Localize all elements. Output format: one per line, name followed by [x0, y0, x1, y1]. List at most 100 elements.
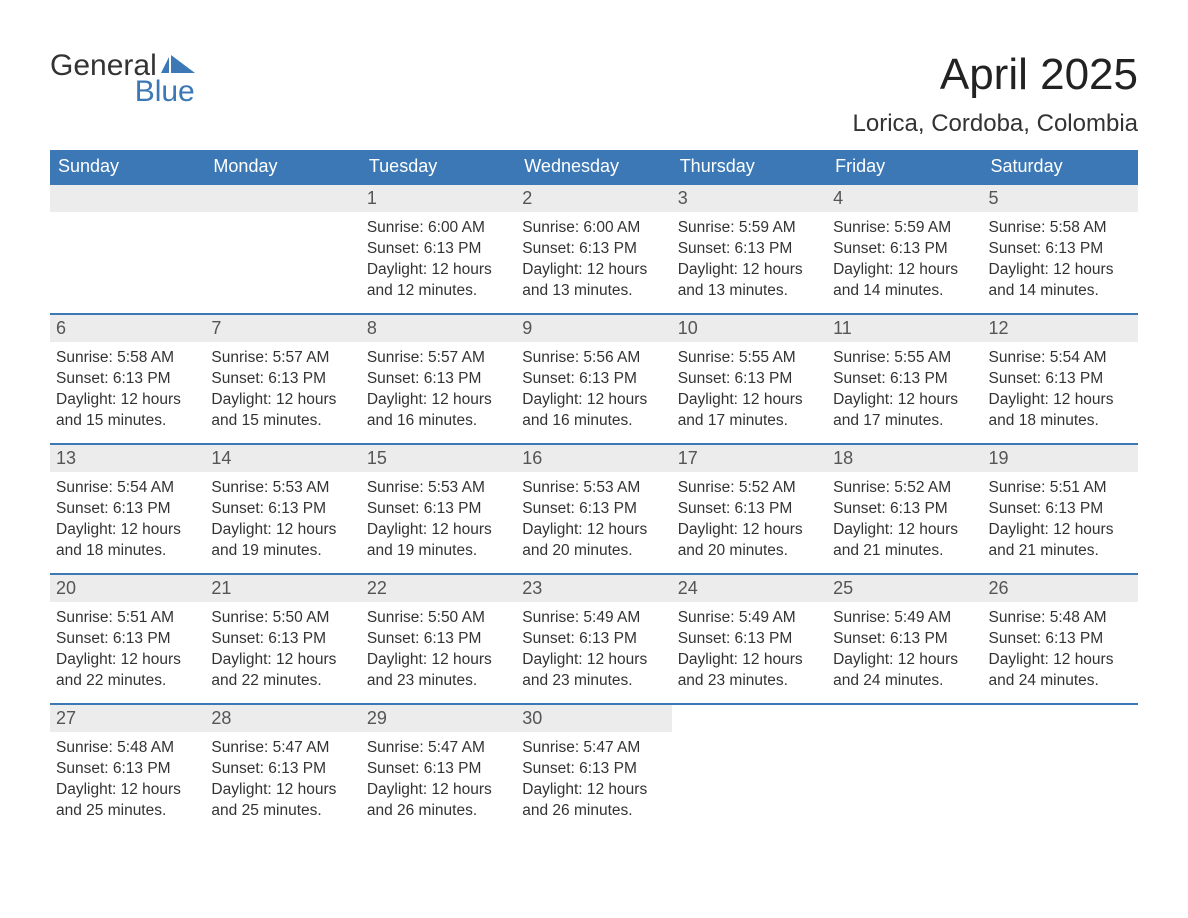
location-subtitle: Lorica, Cordoba, Colombia — [853, 110, 1138, 138]
day-number: 4 — [827, 185, 982, 212]
daylight-line: Daylight: 12 hours and 23 minutes. — [522, 650, 665, 692]
daylight-line: Daylight: 12 hours and 21 minutes. — [989, 520, 1132, 562]
day-details: Sunrise: 5:55 AMSunset: 6:13 PMDaylight:… — [672, 342, 827, 442]
day-number: 18 — [827, 445, 982, 472]
calendar-day-cell: 3Sunrise: 5:59 AMSunset: 6:13 PMDaylight… — [672, 185, 827, 313]
day-details: Sunrise: 6:00 AMSunset: 6:13 PMDaylight:… — [361, 212, 516, 312]
day-number: 17 — [672, 445, 827, 472]
day-details: Sunrise: 5:53 AMSunset: 6:13 PMDaylight:… — [516, 472, 671, 572]
sunset-line: Sunset: 6:13 PM — [989, 499, 1132, 520]
calendar-day-cell: 23Sunrise: 5:49 AMSunset: 6:13 PMDayligh… — [516, 575, 671, 703]
sunset-line: Sunset: 6:13 PM — [522, 629, 665, 650]
sunrise-line: Sunrise: 5:58 AM — [989, 218, 1132, 239]
day-number: 1 — [361, 185, 516, 212]
sunrise-line: Sunrise: 5:51 AM — [989, 478, 1132, 499]
day-details: Sunrise: 5:52 AMSunset: 6:13 PMDaylight:… — [672, 472, 827, 572]
daylight-line: Daylight: 12 hours and 17 minutes. — [678, 390, 821, 432]
calendar-day-cell: 6Sunrise: 5:58 AMSunset: 6:13 PMDaylight… — [50, 315, 205, 443]
calendar-day-cell: 30Sunrise: 5:47 AMSunset: 6:13 PMDayligh… — [516, 705, 671, 833]
sunrise-line: Sunrise: 5:59 AM — [833, 218, 976, 239]
day-details: Sunrise: 5:49 AMSunset: 6:13 PMDaylight:… — [516, 602, 671, 702]
day-number: 12 — [983, 315, 1138, 342]
sunrise-line: Sunrise: 5:55 AM — [833, 348, 976, 369]
sunset-line: Sunset: 6:13 PM — [678, 369, 821, 390]
calendar-day-cell: 14Sunrise: 5:53 AMSunset: 6:13 PMDayligh… — [205, 445, 360, 573]
calendar-day-cell — [50, 185, 205, 313]
sunset-line: Sunset: 6:13 PM — [833, 629, 976, 650]
daylight-line: Daylight: 12 hours and 15 minutes. — [211, 390, 354, 432]
day-number: 9 — [516, 315, 671, 342]
calendar-day-cell: 10Sunrise: 5:55 AMSunset: 6:13 PMDayligh… — [672, 315, 827, 443]
calendar: SundayMondayTuesdayWednesdayThursdayFrid… — [50, 150, 1138, 833]
calendar-week: 13Sunrise: 5:54 AMSunset: 6:13 PMDayligh… — [50, 443, 1138, 573]
calendar-day-cell — [827, 705, 982, 833]
sunset-line: Sunset: 6:13 PM — [367, 629, 510, 650]
sunset-line: Sunset: 6:13 PM — [833, 239, 976, 260]
sunrise-line: Sunrise: 5:53 AM — [211, 478, 354, 499]
day-details: Sunrise: 6:00 AMSunset: 6:13 PMDaylight:… — [516, 212, 671, 312]
day-details: Sunrise: 5:55 AMSunset: 6:13 PMDaylight:… — [827, 342, 982, 442]
sunset-line: Sunset: 6:13 PM — [522, 759, 665, 780]
day-details: Sunrise: 5:48 AMSunset: 6:13 PMDaylight:… — [50, 732, 205, 832]
weekday-header: Monday — [205, 150, 360, 183]
day-number — [50, 185, 205, 212]
calendar-day-cell: 12Sunrise: 5:54 AMSunset: 6:13 PMDayligh… — [983, 315, 1138, 443]
day-details: Sunrise: 5:52 AMSunset: 6:13 PMDaylight:… — [827, 472, 982, 572]
brand-flag-icon — [161, 55, 195, 75]
daylight-line: Daylight: 12 hours and 22 minutes. — [211, 650, 354, 692]
day-number: 29 — [361, 705, 516, 732]
daylight-line: Daylight: 12 hours and 23 minutes. — [367, 650, 510, 692]
day-number: 28 — [205, 705, 360, 732]
day-number: 10 — [672, 315, 827, 342]
sunset-line: Sunset: 6:13 PM — [522, 499, 665, 520]
weekday-header: Sunday — [50, 150, 205, 183]
sunrise-line: Sunrise: 5:47 AM — [211, 738, 354, 759]
daylight-line: Daylight: 12 hours and 15 minutes. — [56, 390, 199, 432]
calendar-day-cell: 11Sunrise: 5:55 AMSunset: 6:13 PMDayligh… — [827, 315, 982, 443]
day-number: 24 — [672, 575, 827, 602]
weekday-header: Wednesday — [516, 150, 671, 183]
calendar-day-cell: 8Sunrise: 5:57 AMSunset: 6:13 PMDaylight… — [361, 315, 516, 443]
daylight-line: Daylight: 12 hours and 13 minutes. — [678, 260, 821, 302]
brand-line2: Blue — [50, 76, 195, 108]
daylight-line: Daylight: 12 hours and 22 minutes. — [56, 650, 199, 692]
sunset-line: Sunset: 6:13 PM — [833, 369, 976, 390]
day-number: 8 — [361, 315, 516, 342]
day-details: Sunrise: 5:47 AMSunset: 6:13 PMDaylight:… — [516, 732, 671, 832]
calendar-day-cell: 25Sunrise: 5:49 AMSunset: 6:13 PMDayligh… — [827, 575, 982, 703]
day-number: 11 — [827, 315, 982, 342]
day-details: Sunrise: 5:53 AMSunset: 6:13 PMDaylight:… — [361, 472, 516, 572]
day-number: 5 — [983, 185, 1138, 212]
day-number — [205, 185, 360, 212]
sunrise-line: Sunrise: 5:50 AM — [367, 608, 510, 629]
day-details: Sunrise: 5:57 AMSunset: 6:13 PMDaylight:… — [205, 342, 360, 442]
day-number: 19 — [983, 445, 1138, 472]
sunrise-line: Sunrise: 5:50 AM — [211, 608, 354, 629]
day-details: Sunrise: 5:51 AMSunset: 6:13 PMDaylight:… — [50, 602, 205, 702]
day-number: 2 — [516, 185, 671, 212]
day-details: Sunrise: 5:53 AMSunset: 6:13 PMDaylight:… — [205, 472, 360, 572]
sunrise-line: Sunrise: 5:57 AM — [367, 348, 510, 369]
day-number: 3 — [672, 185, 827, 212]
day-number: 20 — [50, 575, 205, 602]
calendar-day-cell: 19 Sunrise: 5:51 AMSunset: 6:13 PMDayligh… — [983, 445, 1138, 573]
day-details: Sunrise: 5:59 AMSunset: 6:13 PMDaylight:… — [672, 212, 827, 312]
day-number: 6 — [50, 315, 205, 342]
sunset-line: Sunset: 6:13 PM — [989, 369, 1132, 390]
daylight-line: Daylight: 12 hours and 24 minutes. — [833, 650, 976, 692]
calendar-day-cell — [983, 705, 1138, 833]
header: General Blue April 2025 Lorica, Cordoba,… — [50, 50, 1138, 138]
daylight-line: Daylight: 12 hours and 14 minutes. — [833, 260, 976, 302]
day-details: Sunrise: 5:47 AMSunset: 6:13 PMDaylight:… — [205, 732, 360, 832]
calendar-day-cell: 20Sunrise: 5:51 AMSunset: 6:13 PMDayligh… — [50, 575, 205, 703]
day-details: Sunrise: 5:59 AMSunset: 6:13 PMDaylight:… — [827, 212, 982, 312]
day-number: 25 — [827, 575, 982, 602]
daylight-line: Daylight: 12 hours and 26 minutes. — [522, 780, 665, 822]
day-details: Sunrise: 5:56 AMSunset: 6:13 PMDaylight:… — [516, 342, 671, 442]
daylight-line: Daylight: 12 hours and 20 minutes. — [678, 520, 821, 562]
sunset-line: Sunset: 6:13 PM — [211, 629, 354, 650]
sunrise-line: Sunrise: 5:58 AM — [56, 348, 199, 369]
sunset-line: Sunset: 6:13 PM — [56, 629, 199, 650]
daylight-line: Daylight: 12 hours and 18 minutes. — [989, 390, 1132, 432]
calendar-day-cell: 4Sunrise: 5:59 AMSunset: 6:13 PMDaylight… — [827, 185, 982, 313]
